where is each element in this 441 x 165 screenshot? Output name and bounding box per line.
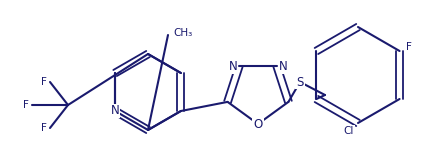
Text: S: S: [296, 76, 304, 88]
Text: N: N: [228, 60, 237, 73]
Text: F: F: [406, 42, 411, 52]
Text: F: F: [41, 77, 47, 87]
Text: F: F: [41, 123, 47, 133]
Text: N: N: [279, 60, 288, 73]
Text: N: N: [111, 104, 120, 117]
Text: O: O: [254, 117, 263, 131]
Text: Cl: Cl: [344, 126, 354, 136]
Text: CH₃: CH₃: [173, 28, 192, 38]
Text: F: F: [23, 100, 29, 110]
